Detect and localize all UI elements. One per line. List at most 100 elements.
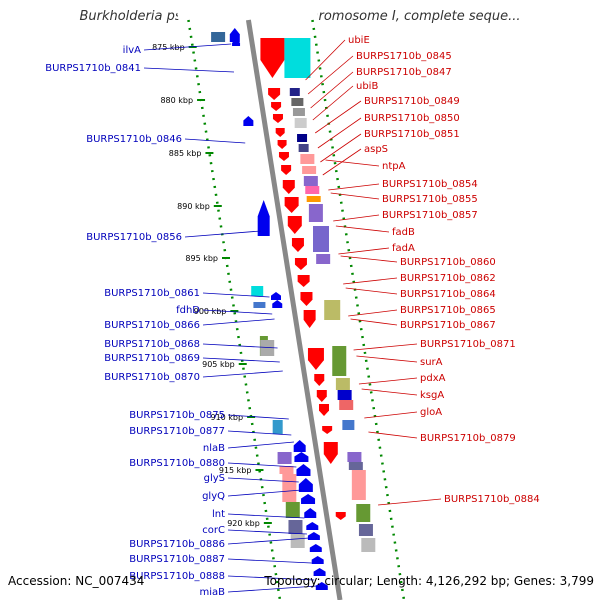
left-gene-label: BURPS1710b_0875 (129, 410, 225, 421)
reverse-gene-8 (294, 452, 309, 462)
right-gene-label: BURPS1710b_0862 (400, 273, 496, 284)
annotation-block-4 (292, 108, 305, 116)
annotation-block-17 (332, 346, 347, 376)
left-leader-line (227, 477, 299, 483)
forward-gene-8 (281, 165, 292, 175)
forward-gene-14 (297, 275, 310, 287)
forward-gene-22 (323, 442, 338, 464)
left-annotation-block-7 (277, 452, 292, 464)
left-annotation-block-1 (211, 32, 226, 42)
right-leader-line (333, 214, 380, 222)
reverse-gene-10 (298, 478, 313, 492)
right-gene-label: ubiB (356, 81, 378, 92)
annotation-block-2 (289, 88, 300, 96)
annotation-block-6 (297, 134, 308, 142)
forward-gene-16 (303, 310, 316, 328)
left-leader-line (184, 138, 246, 144)
left-gene-label: BURPS1710b_0888 (129, 571, 225, 582)
right-gene-label: BURPS1710b_0854 (382, 179, 478, 190)
left-gene-label: BURPS1710b_0841 (45, 63, 141, 74)
annotation-block-1 (284, 38, 311, 78)
left-leader-line (227, 529, 307, 535)
forward-gene-15 (300, 292, 313, 306)
genome-summary-text: Topology: circular; Length: 4,126,292 bp… (264, 574, 594, 588)
right-leader-line (343, 277, 398, 285)
annotation-block-25 (356, 504, 371, 522)
left-gene-label: BURPS1710b_0846 (86, 134, 182, 145)
footer: Accession: NC_007434 Topology: circular;… (8, 574, 594, 590)
forward-gene-10 (284, 197, 299, 213)
right-leader-line (307, 55, 354, 95)
annotation-block-23 (348, 462, 363, 470)
annotation-block-7 (298, 144, 309, 152)
left-gene-label: BURPS1710b_0887 (129, 554, 225, 565)
right-leader-line (335, 225, 390, 233)
gene-features (211, 28, 376, 590)
right-gene-label: aspS (364, 144, 388, 155)
annotation-block-9 (302, 166, 317, 174)
left-annotation-block-5 (260, 340, 275, 356)
right-gene-label: ubiE (348, 35, 370, 46)
left-annotation-block-10 (285, 502, 300, 518)
right-gene-label: pdxA (420, 373, 446, 384)
dotted-border-right (311, 19, 406, 600)
left-leader-line (227, 441, 295, 449)
gene-labels: ilvA BURPS1710b_0841 BURPS1710b_0846 BURPS1… (45, 35, 540, 598)
annotation-block-21 (342, 420, 355, 430)
scale-tick-label: 880 kbp (160, 96, 193, 105)
right-gene-label: BURPS1710b_0867 (400, 320, 496, 331)
right-gene-label: BURPS1710b_0884 (444, 494, 540, 505)
right-leader-line (378, 498, 442, 506)
forward-gene-17 (307, 348, 324, 370)
left-annotation-block-9 (282, 474, 297, 502)
right-leader-line (356, 355, 418, 363)
right-gene-label: BURPS1710b_0857 (382, 210, 478, 221)
scale-tick-label: 895 kbp (185, 254, 218, 263)
right-gene-label: BURPS1710b_0879 (420, 433, 516, 444)
right-gene-label: BURPS1710b_0849 (364, 96, 460, 107)
left-leader-line (202, 370, 283, 378)
right-leader-line (340, 255, 398, 263)
reverse-gene-2 (232, 40, 241, 46)
annotation-block-24 (351, 470, 366, 500)
left-leader-line (227, 414, 289, 420)
right-leader-line (314, 100, 362, 134)
left-leader-line (227, 558, 312, 564)
forward-gene-23 (335, 512, 346, 520)
right-gene-label: BURPS1710b_0845 (356, 51, 452, 62)
forward-gene-4 (272, 114, 283, 123)
label-leader-lines (143, 39, 442, 593)
left-gene-label: BURPS1710b_0868 (104, 339, 200, 350)
forward-gene-13 (294, 258, 307, 270)
right-leader-line (350, 318, 398, 326)
reverse-gene-6 (272, 300, 283, 308)
annotation-block-12 (306, 196, 321, 202)
left-annotation-block-2 (251, 286, 264, 296)
scale-tick-label: 920 kbp (227, 519, 260, 528)
annotation-block-27 (361, 538, 376, 552)
reverse-gene-3 (243, 116, 254, 126)
scale-tick-label: 875 kbp (152, 43, 185, 52)
right-gene-label: fadB (392, 227, 415, 238)
backbone-line (245, 19, 343, 600)
forward-gene-11 (287, 216, 302, 234)
right-leader-line (325, 159, 380, 167)
scale-tick-label: 915 kbp (219, 466, 252, 475)
left-leader-line (184, 230, 261, 238)
right-leader-line (358, 377, 418, 385)
right-gene-label: BURPS1710b_0871 (420, 339, 516, 350)
left-gene-label: BURPS1710b_0877 (129, 426, 225, 437)
right-leader-line (317, 117, 362, 149)
forward-gene-21 (322, 426, 333, 434)
forward-gene-12 (291, 238, 304, 252)
accession-text: Accession: NC_007434 (8, 574, 145, 588)
left-gene-label: corC (202, 525, 225, 536)
right-leader-line (338, 247, 390, 255)
right-leader-line (345, 287, 398, 295)
left-leader-line (227, 489, 302, 497)
left-annotation-block-6 (272, 420, 283, 434)
left-annotation-block-11 (288, 520, 303, 534)
reverse-gene-1 (229, 28, 240, 42)
left-leader-line (227, 537, 310, 545)
dotted-border-left (187, 19, 282, 600)
